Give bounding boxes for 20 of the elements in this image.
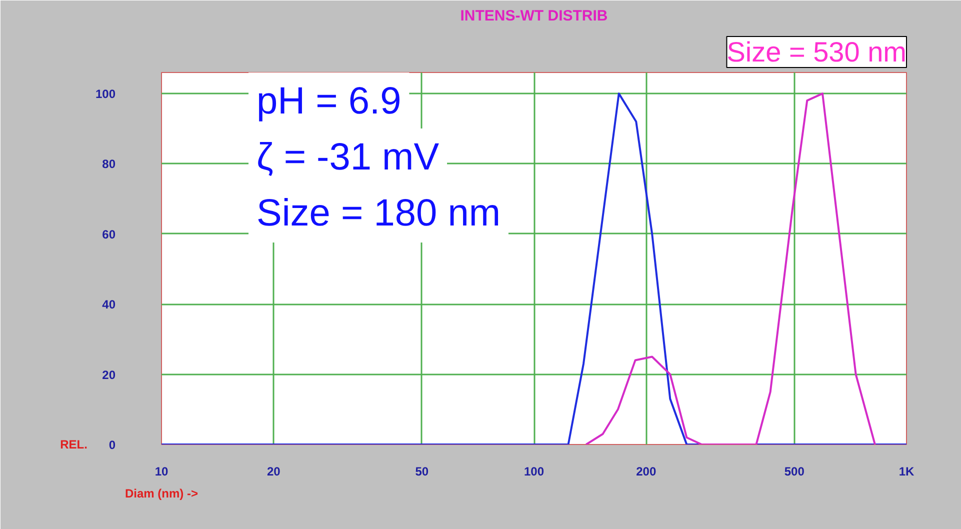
y-tick-label: 20 <box>102 368 116 382</box>
y-tick-label: 80 <box>102 157 116 172</box>
y-tick-label: 40 <box>102 298 116 312</box>
x-tick-label: 500 <box>784 464 805 478</box>
x-tick-label: 1K <box>898 464 915 478</box>
x-tick-label: 10 <box>154 464 168 478</box>
y-axis-title: REL. <box>60 438 88 452</box>
x-tick-label: 20 <box>266 464 281 478</box>
y-tick-label: 100 <box>95 87 116 102</box>
annotation: pH = 6.9 <box>256 80 402 122</box>
text: Size = 530 nm <box>726 36 907 68</box>
y-tick-label: 60 <box>102 227 116 242</box>
x-axis-title: Diam (nm) -> <box>124 486 198 500</box>
annotation: Size = 180 nm <box>256 192 500 234</box>
chart-title: INTENS-WT DISTRIB <box>460 8 608 24</box>
x-tick-label: 50 <box>415 464 429 478</box>
y-tick-label: 0 <box>108 438 116 452</box>
x-tick-label: 100 <box>524 464 544 478</box>
x-tick-label: 200 <box>636 464 656 478</box>
annotation: ζ = -31 mV <box>256 136 440 178</box>
